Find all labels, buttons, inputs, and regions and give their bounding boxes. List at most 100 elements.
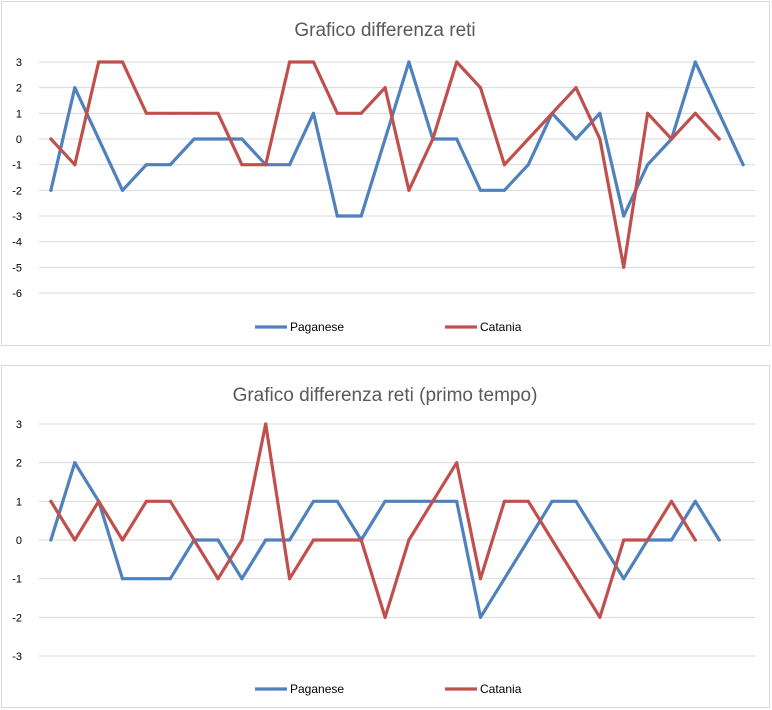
legend-label-catania: Catania: [480, 320, 522, 334]
data-point-catania: [216, 111, 220, 115]
data-point-catania: [264, 163, 268, 167]
data-point-catania: [192, 538, 196, 542]
data-point-catania: [359, 538, 363, 542]
data-point-paganese: [502, 188, 506, 192]
data-point-paganese: [574, 137, 578, 141]
legend-label-paganese: Paganese: [290, 320, 344, 334]
data-point-paganese: [646, 163, 650, 167]
data-point-catania: [311, 60, 316, 64]
data-point-catania: [216, 577, 220, 581]
data-point-catania: [144, 111, 148, 115]
data-point-catania: [502, 499, 506, 503]
data-point-paganese: [383, 137, 387, 141]
data-point-catania: [478, 86, 483, 90]
y-tick-label: -6: [12, 288, 22, 300]
data-point-paganese: [693, 499, 697, 503]
data-point-catania: [598, 615, 602, 619]
data-point-paganese: [49, 188, 53, 192]
y-tick-label: 0: [16, 134, 22, 146]
data-point-paganese: [622, 577, 626, 581]
data-point-paganese: [192, 137, 196, 141]
data-point-catania: [168, 499, 172, 503]
data-point-paganese: [359, 214, 363, 218]
data-point-catania: [168, 111, 172, 115]
data-point-paganese: [717, 111, 721, 115]
data-point-paganese: [526, 538, 530, 542]
data-point-catania: [669, 499, 674, 503]
chart-goal-difference: Grafico differenza reti 3 2 1 0 -1 -2 -3 -4 -5 -6 P…: [12, 20, 755, 334]
y-tick-label: -3: [12, 651, 22, 663]
chart-panel-first-half-goal-difference: Grafico differenza reti (primo tempo) 3 2 1…: [1, 365, 770, 708]
data-point-catania: [49, 137, 53, 141]
data-point-catania: [407, 188, 411, 192]
data-point-catania: [574, 86, 578, 90]
data-point-paganese: [311, 499, 316, 503]
chart-title: Grafico differenza reti (primo tempo): [233, 385, 538, 406]
data-point-paganese: [717, 538, 721, 542]
data-point-catania: [407, 538, 411, 542]
series-line-paganese: [49, 60, 745, 218]
data-point-paganese: [693, 60, 697, 64]
chart-title: Grafico differenza reti: [294, 20, 475, 41]
data-point-paganese: [574, 499, 578, 503]
data-point-paganese: [97, 137, 101, 141]
data-point-paganese: [288, 538, 292, 542]
y-tick-label: -5: [12, 262, 22, 274]
data-point-catania: [455, 461, 459, 465]
data-point-paganese: [550, 499, 554, 503]
y-tick-label: -1: [12, 574, 22, 586]
data-point-catania: [73, 163, 77, 167]
data-point-paganese: [598, 538, 602, 542]
y-tick-label: -4: [12, 237, 22, 249]
data-point-catania: [240, 163, 244, 167]
data-point-paganese: [240, 137, 244, 141]
data-point-catania: [311, 538, 316, 542]
data-point-catania: [383, 86, 387, 90]
data-point-catania: [646, 538, 650, 542]
data-point-catania: [264, 422, 268, 426]
y-tick-label: -2: [12, 185, 22, 197]
data-point-paganese: [288, 163, 292, 167]
data-point-catania: [49, 499, 53, 503]
chart-first-half-goal-difference: Grafico differenza reti (primo tempo) 3 2 1…: [12, 385, 755, 696]
data-point-catania: [240, 538, 244, 542]
data-point-paganese: [144, 163, 148, 167]
data-point-catania: [97, 60, 101, 64]
y-tick-label: 2: [16, 458, 22, 470]
y-tick-label: 2: [16, 83, 22, 95]
data-point-paganese: [502, 577, 506, 581]
data-point-catania: [431, 499, 435, 503]
y-tick-label: -2: [12, 612, 22, 624]
y-tick-label: 3: [16, 419, 22, 431]
y-tick-label: -3: [12, 211, 22, 223]
data-point-paganese: [455, 137, 459, 141]
series-line-catania: [49, 422, 697, 619]
data-point-paganese: [407, 499, 411, 503]
data-point-catania: [646, 111, 650, 115]
data-point-paganese: [120, 188, 125, 192]
data-point-paganese: [73, 461, 77, 465]
data-point-catania: [335, 538, 339, 542]
data-point-paganese: [168, 577, 172, 581]
data-point-paganese: [335, 214, 339, 218]
data-point-paganese: [598, 111, 602, 115]
data-point-catania: [120, 538, 125, 542]
data-point-catania: [192, 111, 196, 115]
data-point-catania: [693, 538, 697, 542]
data-point-catania: [526, 499, 530, 503]
legend-label-catania: Catania: [480, 682, 522, 696]
data-point-catania: [717, 137, 721, 141]
data-point-catania: [73, 538, 77, 542]
y-tick-label: -1: [12, 160, 22, 172]
data-point-paganese: [478, 188, 483, 192]
data-point-catania: [383, 615, 387, 619]
data-point-catania: [97, 499, 101, 503]
data-point-catania: [288, 60, 292, 64]
data-point-paganese: [216, 538, 220, 542]
data-point-catania: [693, 111, 697, 115]
data-point-catania: [288, 577, 292, 581]
data-point-paganese: [741, 163, 745, 167]
data-point-catania: [455, 60, 459, 64]
data-point-paganese: [120, 577, 125, 581]
data-point-catania: [574, 577, 578, 581]
